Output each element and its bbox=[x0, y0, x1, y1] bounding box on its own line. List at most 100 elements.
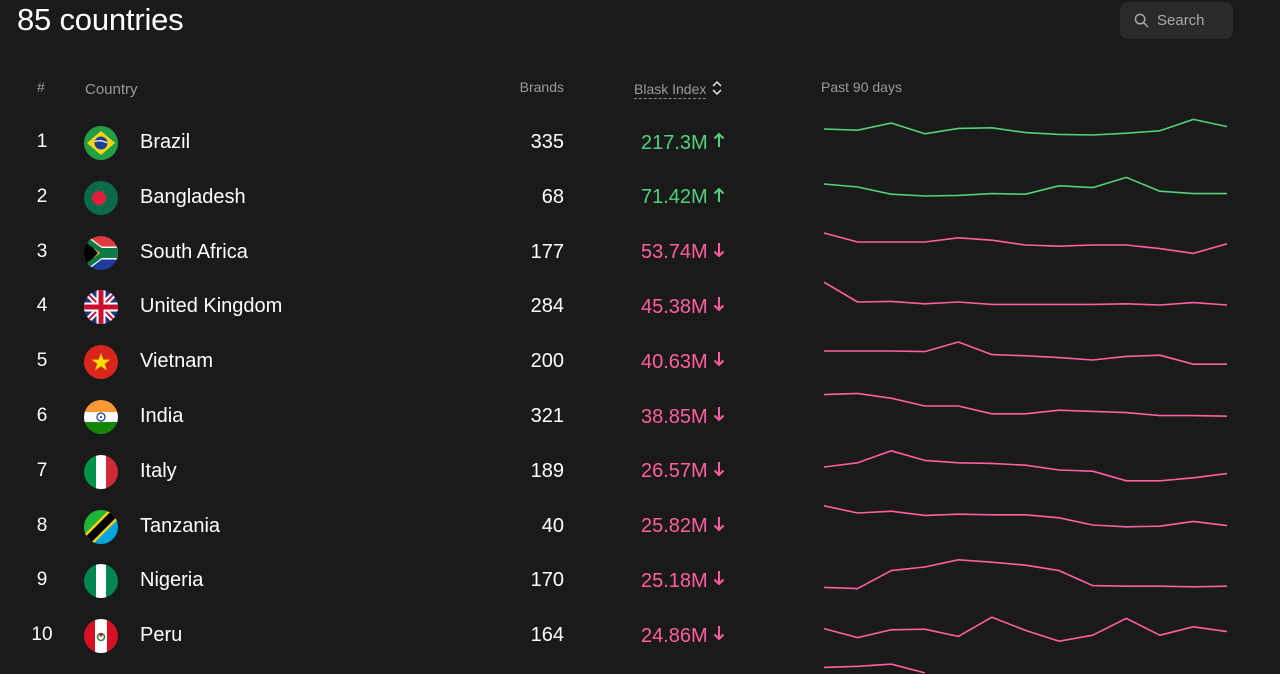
country-name: South Africa bbox=[140, 240, 248, 263]
brands-count: 40 bbox=[541, 514, 564, 537]
index-value-text: 24.86M bbox=[641, 624, 708, 647]
table-row[interactable]: 2 Bangladesh 68 71.42M bbox=[0, 170, 1280, 225]
table-row[interactable]: 9 Nigeria 170 25.18M bbox=[0, 553, 1280, 608]
flag-vietnam-icon bbox=[84, 345, 118, 380]
country-column-header: Country bbox=[85, 81, 138, 98]
row-rank: 5 bbox=[36, 350, 48, 372]
sparkline-chart bbox=[823, 231, 1228, 254]
sparkline-chart bbox=[823, 449, 1228, 482]
arrow-up-icon bbox=[712, 131, 726, 155]
table-row[interactable]: 5 Vietnam 200 40.63M bbox=[0, 334, 1280, 389]
table-row[interactable]: 3 South Africa 177 53.74M bbox=[0, 225, 1280, 280]
flag-tanzania-icon bbox=[84, 509, 118, 544]
table-row[interactable]: 6 India 321 38.85M bbox=[0, 389, 1280, 444]
country-name: Nigeria bbox=[140, 569, 204, 592]
country-name: Brazil bbox=[140, 131, 191, 153]
search-icon bbox=[1134, 13, 1149, 28]
blask-index-header-label: Blask Index bbox=[634, 80, 707, 99]
row-rank: 7 bbox=[36, 459, 48, 481]
table-row[interactable]: 7 Italy 189 26.57M bbox=[0, 444, 1280, 499]
brands-column-header: Brands bbox=[519, 79, 564, 95]
sparkline bbox=[824, 341, 1227, 366]
blask-index-value: 25.82M bbox=[641, 515, 726, 539]
row-rank: 3 bbox=[36, 240, 48, 262]
arrow-down-icon bbox=[712, 241, 726, 265]
flag-bangladesh-icon bbox=[84, 180, 118, 215]
arrow-down-icon bbox=[712, 350, 726, 374]
brands-count: 321 bbox=[530, 405, 564, 427]
country-name: Italy bbox=[140, 459, 177, 482]
blask-index-value: 24.86M bbox=[641, 624, 726, 648]
blask-index-value: 38.85M bbox=[641, 405, 726, 429]
index-value-text: 217.3M bbox=[641, 131, 708, 154]
sparkline bbox=[823, 663, 926, 674]
blask-index-value: 40.63M bbox=[641, 350, 726, 374]
brands-count: 200 bbox=[530, 350, 564, 373]
row-rank: 4 bbox=[36, 295, 48, 317]
sparkline bbox=[823, 392, 1228, 417]
brands-count: 68 bbox=[541, 185, 564, 208]
brands-count: 335 bbox=[530, 131, 564, 153]
country-name: Bangladesh bbox=[140, 185, 246, 208]
index-value-text: 25.82M bbox=[641, 515, 708, 538]
country-name: Vietnam bbox=[140, 350, 214, 373]
row-rank: 2 bbox=[36, 185, 48, 207]
sort-icon bbox=[711, 79, 723, 100]
index-value-text: 45.38M bbox=[641, 295, 708, 318]
blask-index-value: 45.38M bbox=[641, 295, 726, 319]
sparkline bbox=[823, 176, 1227, 197]
search-button[interactable]: Search bbox=[1120, 2, 1233, 39]
sparkline bbox=[823, 281, 1228, 307]
index-value-text: 25.18M bbox=[641, 569, 708, 592]
page-title: 85 countries bbox=[17, 2, 184, 37]
table-row[interactable]: 8 Tanzania 40 25.82M bbox=[0, 499, 1280, 554]
sparkline-chart bbox=[823, 616, 1228, 643]
country-name: Peru bbox=[140, 624, 183, 647]
sparkline-chart bbox=[823, 392, 1228, 417]
sparkline bbox=[823, 449, 1228, 482]
arrow-down-icon bbox=[712, 460, 726, 484]
sparkline-chart-partial bbox=[823, 663, 926, 674]
flag-united-kingdom-icon bbox=[84, 290, 118, 325]
table-row[interactable]: 4 United Kingdom 284 45.38M bbox=[0, 279, 1280, 334]
rank-column-header: # bbox=[37, 79, 45, 95]
sparkline-chart bbox=[823, 118, 1228, 136]
row-rank: 8 bbox=[36, 514, 48, 536]
index-value-text: 53.74M bbox=[641, 241, 708, 264]
brands-count: 284 bbox=[530, 295, 564, 318]
flag-italy-icon bbox=[84, 454, 118, 489]
index-value-text: 26.57M bbox=[641, 460, 708, 483]
country-name: United Kingdom bbox=[140, 295, 283, 318]
index-value-text: 40.63M bbox=[641, 350, 708, 373]
table-row[interactable]: 1 Brazil 335 217.3M bbox=[0, 115, 1280, 170]
arrow-down-icon bbox=[712, 624, 726, 648]
blask-index-value: 217.3M bbox=[641, 131, 726, 155]
sparkline-chart bbox=[823, 176, 1227, 197]
flag-south-africa-icon bbox=[84, 235, 118, 270]
row-rank: 1 bbox=[36, 131, 48, 152]
index-value-text: 71.42M bbox=[641, 186, 708, 209]
sparkline bbox=[823, 616, 1228, 643]
brands-count: 170 bbox=[530, 569, 564, 592]
blask-index-value: 71.42M bbox=[641, 186, 726, 210]
blask-index-sort-header[interactable]: Blask Index bbox=[634, 79, 723, 100]
sparkline-chart bbox=[824, 341, 1227, 366]
sparkline-chart bbox=[823, 559, 1228, 590]
flag-india-icon bbox=[84, 400, 118, 434]
brands-count: 164 bbox=[530, 624, 564, 647]
sparkline bbox=[823, 231, 1228, 254]
blask-index-value: 25.18M bbox=[641, 569, 726, 593]
index-value-text: 38.85M bbox=[641, 405, 708, 428]
sparkline bbox=[823, 559, 1228, 590]
brands-count: 189 bbox=[530, 459, 564, 482]
country-name: India bbox=[140, 405, 184, 427]
arrow-down-icon bbox=[712, 515, 726, 539]
blask-index-value: 53.74M bbox=[641, 241, 726, 265]
arrow-down-icon bbox=[712, 295, 726, 319]
arrow-up-icon bbox=[712, 186, 726, 210]
flag-peru-icon bbox=[84, 619, 118, 654]
past-90-days-header: Past 90 days bbox=[821, 79, 902, 95]
sparkline bbox=[823, 118, 1228, 136]
search-label: Search bbox=[1157, 12, 1205, 29]
table-row[interactable]: 10 Peru 164 24.86M bbox=[0, 608, 1280, 663]
